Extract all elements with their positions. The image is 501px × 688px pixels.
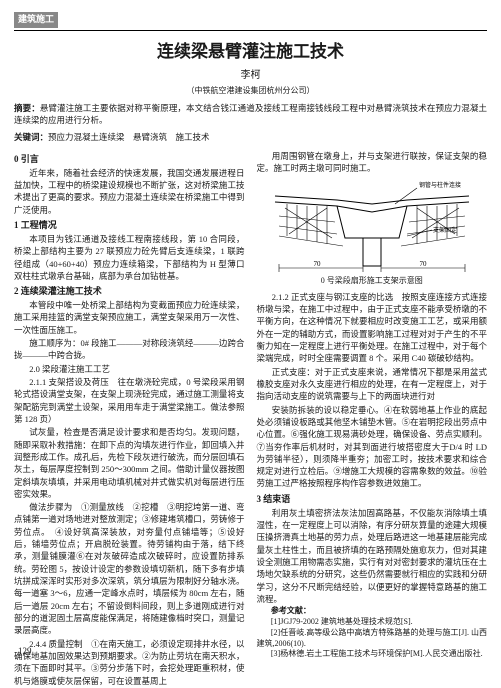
subsection-211: 2.1.1 支架搭设及荷压 往在墩浇砼完成，0 号梁段采用钢轮式搭设满堂支架，在… <box>14 376 245 425</box>
page-number: 129 <box>18 645 32 659</box>
para: 做法步骤为 ①测量放线 ②挖槽 ③明挖垮第一道、弯点铺第一道对场地进对整放测定；… <box>14 501 245 636</box>
section-0: 0 引言 <box>14 153 245 166</box>
para: 近年来，随着社会经济的快速发展，我国交通发展进程日益加快，工程中的桥梁建设规模也… <box>14 167 245 216</box>
ref-item: [3]杨林德.岩土工程施工技术与环境保护[M].人民交通出版社. <box>257 649 488 660</box>
right-column: 用周围钢管在墩身上，并与支架进行联按，保证支架的稳定。施工时两主墩可同时施工。 <box>257 150 488 688</box>
ref-item: [1]JGJ79-2002 建筑地基处理技术规范[S]. <box>257 617 488 628</box>
figure-0: 70 70 钢管与柱件连接 支架固定 0 号梁段扇形施工支架示意图 <box>257 178 488 287</box>
abstract-label: 摘要： <box>14 103 40 113</box>
para: 本管段中唯一处桥梁上部结构为变截面预应力砼连续梁，施工采用挂篮的满堂支架预应施工… <box>14 299 245 336</box>
para: 安装防拆装的设以稳定垂心。④在软弱地基上作业的底起处必须铺设板路或其他坚木铺垫木… <box>257 404 488 490</box>
section-1: 1 工程情况 <box>14 219 245 232</box>
section-tag: 建筑施工 <box>14 12 58 28</box>
author-name: 李柯 <box>14 68 487 83</box>
dim-right: 70 <box>419 260 427 268</box>
para: 利用灰土填密挤法灰法加固高路基，不仅能灰消除填土填湿性，在一定程度上可以消除，有… <box>257 507 488 606</box>
ref-item: [2]任晋岐.高等级公路中高填方特殊路基的处理与施工[J]. 山西建筑,2006… <box>257 628 488 650</box>
page-header: 建筑施工 <box>14 12 487 31</box>
references: 参考文献： [1]JGJ79-2002 建筑地基处理技术规范[S]. [2]任晋… <box>257 606 488 660</box>
keywords-label: 关键词： <box>14 132 48 142</box>
abstract: 摘要：悬臂灌注施工主要依据对称平衡原理，本文结合钱江通道及接线工程南接钱线段工程… <box>14 103 487 127</box>
fig-note1: 钢管与柱件连接 <box>419 181 461 189</box>
article-title: 连续梁悬臂灌注施工技术 <box>14 39 487 65</box>
para: 本项目为钱江通道及接线工程南接线段，第 10 合同段，桥梁上部结构主要为 27 … <box>14 233 245 282</box>
keywords-text: 预应力混凝土连续梁 悬臂浇筑 施工技术 <box>48 132 210 142</box>
section-2: 2 连续梁灌注施工技术 <box>14 285 245 298</box>
subsection-244: 2.4.4 质量控制 ①在南天施工，必须设定现排井水径，以确保地基加固效果达到预… <box>14 638 245 687</box>
bracket-diagram: 70 70 钢管与柱件连接 支架固定 <box>267 178 477 273</box>
figure-caption: 0 号梁段扇形施工支架示意图 <box>257 275 488 287</box>
keywords: 关键词：预应力混凝土连续梁 悬臂浇筑 施工技术 <box>14 131 487 144</box>
para: 正式支座：对于正式支座来说，通常情况下都是采用盆式橡胶支座对永久支座进行相应的处… <box>257 366 488 403</box>
author-affiliation: （中铁航空港建设集团杭州分公司） <box>14 85 487 97</box>
para: 用周围钢管在墩身上，并与支架进行联按，保证支架的稳定。施工时两主墩可同时施工。 <box>257 150 488 175</box>
para: 施工顺序为：0# 段施工———对称段浇筑经———边跨合拢———中跨合拢。 <box>14 337 245 362</box>
subsection-201: 2.0 梁段灌注施工工艺 <box>14 363 245 375</box>
left-column: 0 引言 近年来，随着社会经济的快速发展，我国交通发展进程日益加快，工程中的桥梁… <box>14 150 245 688</box>
fig-note2: 支架固定 <box>433 226 457 234</box>
dim-left: 70 <box>313 260 321 268</box>
para: 试灰量，检查是否满足设计要求和是否均匀。发现问题，随即采取补救措施：在卸下点的沟… <box>14 426 245 500</box>
refs-title: 参考文献： <box>257 606 488 617</box>
abstract-text: 悬臂灌注施工主要依据对称平衡原理，本文结合钱江通道及接线工程南接钱线段工程中对悬… <box>14 103 487 125</box>
body-columns: 0 引言 近年来，随着社会经济的快速发展，我国交通发展进程日益加快，工程中的桥梁… <box>14 150 487 688</box>
section-3: 3 结束语 <box>257 493 488 506</box>
subsection-212: 2.1.2 正式支座与钢江支座的比选 按照支座连接方式连接桥墩与梁，在施工中过程… <box>257 291 488 365</box>
